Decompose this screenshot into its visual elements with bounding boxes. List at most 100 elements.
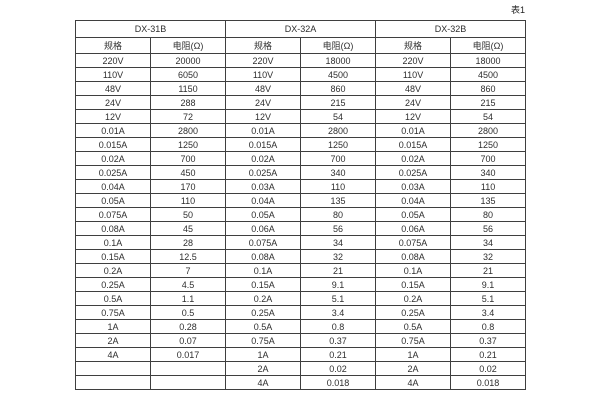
spec-cell: 0.05A xyxy=(75,193,151,208)
resistance-cell: 340 xyxy=(300,165,377,180)
resistance-cell: 20000 xyxy=(149,53,227,68)
spec-column-header: 规格 xyxy=(75,37,151,54)
resistance-cell: 1250 xyxy=(149,137,227,152)
resistance-cell: 7 xyxy=(149,263,227,278)
resistance-cell: 21 xyxy=(450,263,527,278)
resistance-cell: 4500 xyxy=(450,67,527,82)
resistance-cell: 5.1 xyxy=(300,291,377,306)
resistance-cell: 2800 xyxy=(300,123,377,138)
column-header-row: 规格 电阻(Ω) 规格 电阻(Ω) 规格 电阻(Ω) xyxy=(75,37,527,54)
spec-cell: 110V xyxy=(375,67,452,82)
spec-cell: 0.015A xyxy=(75,137,151,152)
table-row: 0.025A 450 0.025A 340 0.025A 340 xyxy=(75,165,527,180)
resistance-cell: 0.21 xyxy=(450,347,527,362)
resistance-column-header: 电阻(Ω) xyxy=(149,37,227,54)
spec-cell: 0.04A xyxy=(375,193,452,208)
spec-cell: 12V xyxy=(375,109,452,124)
table-row: 12V 72 12V 54 12V 54 xyxy=(75,109,527,124)
resistance-cell: 340 xyxy=(450,165,527,180)
spec-cell: 0.02A xyxy=(225,151,302,166)
spec-cell: 0.2A xyxy=(225,291,302,306)
spec-cell: 0.75A xyxy=(375,333,452,348)
spec-cell: 0.5A xyxy=(75,291,151,306)
resistance-cell: 0.37 xyxy=(450,333,527,348)
spec-cell: 4A xyxy=(375,375,452,390)
spec-cell: 220V xyxy=(375,53,452,68)
spec-cell: 0.04A xyxy=(225,193,302,208)
table-row: 220V 20000 220V 18000 220V 18000 xyxy=(75,53,527,68)
table-body: 220V 20000 220V 18000 220V 18000 110V 6050 110V 4… xyxy=(75,53,527,390)
spec-cell: 0.25A xyxy=(75,277,151,292)
spec-cell: 0.025A xyxy=(375,165,452,180)
spec-cell: 0.06A xyxy=(375,221,452,236)
resistance-cell: 0.017 xyxy=(149,347,227,362)
resistance-cell: 0.018 xyxy=(300,375,377,390)
spec-cell: 24V xyxy=(375,95,452,110)
resistance-cell: 0.8 xyxy=(450,319,527,334)
resistance-cell: 80 xyxy=(300,207,377,222)
resistance-cell: 50 xyxy=(149,207,227,222)
resistance-cell xyxy=(149,375,227,390)
spec-cell: 0.15A xyxy=(375,277,452,292)
spec-cell: 24V xyxy=(75,95,151,110)
table-row: 24V 288 24V 215 24V 215 xyxy=(75,95,527,110)
resistance-cell: 0.5 xyxy=(149,305,227,320)
resistance-cell: 0.37 xyxy=(300,333,377,348)
table-row: 1A 0.28 0.5A 0.8 0.5A 0.8 xyxy=(75,319,527,334)
resistance-cell: 110 xyxy=(149,193,227,208)
group-header-dx32a: DX-32A xyxy=(225,20,377,38)
table-row: 2A 0.07 0.75A 0.37 0.75A 0.37 xyxy=(75,333,527,348)
resistance-cell: 700 xyxy=(300,151,377,166)
resistance-cell: 135 xyxy=(300,193,377,208)
resistance-cell: 3.4 xyxy=(300,305,377,320)
table-row: 0.1A 28 0.075A 34 0.075A 34 xyxy=(75,235,527,250)
resistance-cell: 18000 xyxy=(300,53,377,68)
spec-cell: 0.01A xyxy=(75,123,151,138)
resistance-cell: 1.1 xyxy=(149,291,227,306)
table-row: 2A 0.02 2A 0.02 xyxy=(75,361,527,376)
resistance-cell: 700 xyxy=(450,151,527,166)
resistance-cell: 215 xyxy=(450,95,527,110)
resistance-cell: 54 xyxy=(300,109,377,124)
resistance-cell: 2800 xyxy=(149,123,227,138)
resistance-cell: 0.8 xyxy=(300,319,377,334)
spec-cell: 0.75A xyxy=(225,333,302,348)
resistance-cell: 34 xyxy=(450,235,527,250)
resistance-cell: 72 xyxy=(149,109,227,124)
spec-cell: 0.05A xyxy=(375,207,452,222)
spec-cell: 24V xyxy=(225,95,302,110)
group-header-dx31b: DX-31B xyxy=(74,20,227,38)
resistance-spec-table: DX-31B DX-32A DX-32B 规格 电阻(Ω) 规格 电阻(Ω) 规… xyxy=(74,20,527,390)
spec-cell: 0.25A xyxy=(375,305,452,320)
resistance-cell: 21 xyxy=(300,263,377,278)
resistance-cell: 4.5 xyxy=(149,277,227,292)
table-row: 0.75A 0.5 0.25A 3.4 0.25A 3.4 xyxy=(75,305,527,320)
resistance-cell: 0.02 xyxy=(300,361,377,376)
table-caption: 表1 xyxy=(510,5,525,15)
resistance-cell: 9.1 xyxy=(450,277,527,292)
spec-cell: 1A xyxy=(375,347,452,362)
spec-cell: 110V xyxy=(75,67,151,82)
resistance-cell: 5.1 xyxy=(450,291,527,306)
resistance-cell: 12.5 xyxy=(149,249,227,264)
spec-cell: 0.75A xyxy=(75,305,151,320)
table-row: 0.02A 700 0.02A 700 0.02A 700 xyxy=(75,151,527,166)
spec-cell: 0.015A xyxy=(225,137,302,152)
group-header-row: DX-31B DX-32A DX-32B xyxy=(74,20,527,38)
resistance-cell: 56 xyxy=(450,221,527,236)
resistance-cell: 28 xyxy=(149,235,227,250)
spec-cell: 0.01A xyxy=(375,123,452,138)
spec-cell: 220V xyxy=(225,53,302,68)
spec-cell: 0.03A xyxy=(225,179,302,194)
spec-cell: 0.08A xyxy=(75,221,151,236)
spec-cell: 0.1A xyxy=(375,263,452,278)
resistance-cell: 135 xyxy=(450,193,527,208)
spec-cell: 0.08A xyxy=(375,249,452,264)
resistance-cell: 0.28 xyxy=(149,319,227,334)
resistance-cell: 0.07 xyxy=(149,333,227,348)
spec-cell: 48V xyxy=(375,81,452,96)
resistance-cell: 700 xyxy=(149,151,227,166)
spec-cell: 0.5A xyxy=(225,319,302,334)
resistance-cell: 1250 xyxy=(450,137,527,152)
